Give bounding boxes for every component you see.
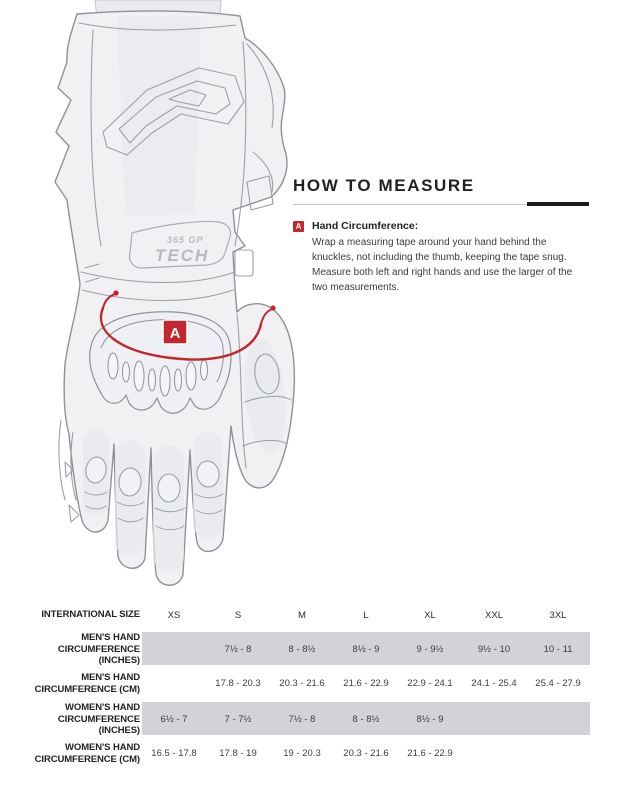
table-cell: 8 - 8½ (352, 713, 380, 725)
table-cell: 21.6 - 22.9 (407, 748, 453, 759)
finger-seams (84, 491, 224, 531)
glove-silhouette (54, 10, 296, 586)
table-row-mens-cm: MEN'S HAND CIRCUMFERENCE (CM) 17.8 - 20.… (30, 667, 590, 700)
table-cell: 20.3 - 21.6 (279, 678, 325, 689)
table-cell: 9 - 9½ (416, 643, 444, 655)
instruction-text-block: Hand Circumference: Wrap a measuring tap… (312, 220, 589, 295)
table-row-womens-inches: WOMEN'S HAND CIRCUMFERENCE (INCHES) 6½ -… (30, 702, 590, 736)
divider-thin-line (293, 204, 583, 205)
table-cell: 16.5 - 17.8 (151, 748, 197, 759)
table-cell: 7½ - 8 (224, 643, 252, 655)
size-header-xs: XS (167, 609, 181, 621)
table-cell: 7 - 7½ (224, 713, 252, 725)
table-row-womens-cm: WOMEN'S HAND CIRCUMFERENCE (CM) 16.5 - 1… (30, 737, 590, 770)
table-cell: 8 - 8½ (288, 643, 316, 655)
tech-patch-line1: 365 GP (167, 235, 204, 245)
glove-line-art: 365 GP TECH (54, 0, 296, 586)
instruction-body: Wrap a measuring tape around your hand b… (312, 237, 573, 293)
tech-patch-line2: TECH (155, 246, 209, 265)
measure-instruction-item: A Hand Circumference: Wrap a measuring t… (293, 220, 589, 295)
table-row-mens-inches: MEN'S HAND CIRCUMFERENCE (INCHES) 7½ - 8… (30, 632, 590, 666)
page-title: HOW TO MEASURE (293, 176, 475, 195)
table-cell: 24.1 - 25.4 (471, 678, 517, 689)
header-label: INTERNATIONAL SIZE (41, 609, 140, 621)
title-divider (293, 202, 589, 207)
size-header-xl: XL (424, 609, 436, 621)
table-cell: 8½ - 9 (416, 713, 444, 725)
size-table-header-row: INTERNATIONAL SIZE XS S M L XL XXL 3XL (30, 600, 590, 630)
table-cell: 21.6 - 22.9 (343, 678, 389, 689)
size-header-m: M (298, 609, 306, 621)
table-cell: 8½ - 9 (352, 643, 380, 655)
divider-accent-bar (527, 202, 589, 206)
size-header-3xl: 3XL (549, 609, 567, 621)
finger-pads (85, 456, 220, 503)
table-cell: 6½ - 7 (160, 713, 188, 725)
table-cell: 17.8 - 20.3 (215, 678, 261, 689)
knuckle-guard (89, 311, 232, 414)
size-header-xxl: XXL (485, 609, 503, 621)
table-cell: 25.4 - 27.9 (535, 678, 581, 689)
instruction-title: Hand Circumference: (312, 220, 419, 232)
measurement-marker-a: A (162, 319, 188, 345)
tech-patch: 365 GP TECH (128, 220, 232, 269)
table-cell: 20.3 - 21.6 (343, 748, 389, 759)
glove-detail-lines (58, 22, 292, 523)
table-cell: 17.8 - 19 (219, 748, 257, 759)
row-shaded-band (142, 702, 590, 735)
size-header-s: S (234, 609, 242, 621)
row-shaded-band (142, 632, 590, 665)
table-cell: 7½ - 8 (288, 713, 316, 725)
size-header-l: L (363, 609, 369, 621)
table-cell: 19 - 20.3 (283, 748, 321, 759)
row-label: MEN'S HAND CIRCUMFERENCE (INCHES) (57, 632, 140, 666)
measurement-marker-letter: A (170, 325, 181, 342)
how-to-measure-panel: HOW TO MEASURE A Hand Circumference: Wra… (293, 176, 589, 295)
tape-measure-line (100, 293, 273, 361)
row-label: MEN'S HAND CIRCUMFERENCE (CM) (34, 672, 140, 695)
size-table: INTERNATIONAL SIZE XS S M L XL XXL 3XL M… (30, 600, 590, 770)
row-label: WOMEN'S HAND CIRCUMFERENCE (INCHES) (57, 702, 140, 736)
table-cell: 10 - 11 (543, 643, 573, 655)
tape-end-dot-right (270, 305, 276, 311)
glove-illustration: 365 GP TECH (18, 0, 320, 600)
marker-a-badge: A (293, 221, 304, 232)
tape-end-dot-left (113, 290, 119, 296)
row-label: WOMEN'S HAND CIRCUMFERENCE (CM) (34, 742, 140, 765)
table-cell: 22.9 - 24.1 (407, 678, 453, 689)
table-cell: 9½ - 10 (477, 643, 511, 655)
